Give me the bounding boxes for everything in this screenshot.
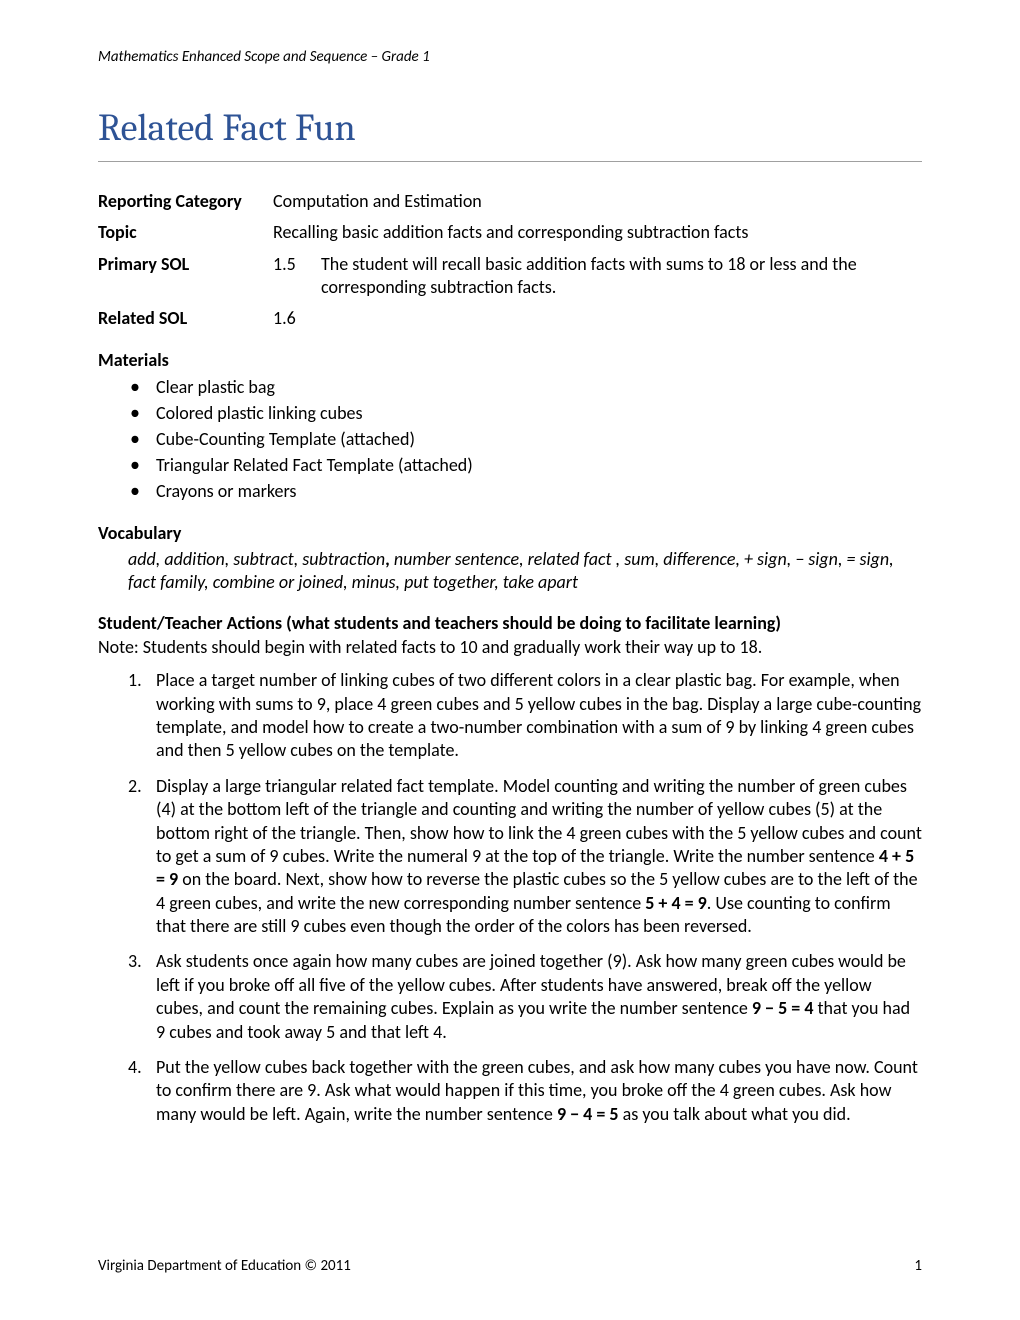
vocabulary-heading: Vocabulary: [98, 522, 922, 545]
footer-left: Virginia Department of Education © 2011: [98, 1257, 351, 1277]
info-label: Topic: [98, 221, 273, 244]
bold-equation: 5 + 4 = 9: [645, 892, 707, 914]
info-row-primary-sol: Primary SOL 1.5 The student will recall …: [98, 253, 922, 300]
page-title: Related Fact Fun: [98, 104, 922, 162]
list-item: Display a large triangular related fact …: [156, 775, 922, 939]
actions-heading: Student/Teacher Actions (what students a…: [98, 612, 922, 635]
info-row-reporting: Reporting Category Computation and Estim…: [98, 190, 922, 213]
list-item: Triangular Related Fact Template (attach…: [156, 452, 922, 478]
list-item: Ask students once again how many cubes a…: [156, 950, 922, 1044]
info-block: Reporting Category Computation and Estim…: [98, 190, 922, 331]
list-item: Place a target number of linking cubes o…: [156, 669, 922, 763]
info-label: Primary SOL: [98, 253, 273, 276]
info-value: Computation and Estimation: [273, 190, 922, 213]
list-item: Crayons or markers: [156, 478, 922, 504]
footer-page-number: 1: [914, 1257, 922, 1277]
info-row-topic: Topic Recalling basic addition facts and…: [98, 221, 922, 244]
materials-list: Clear plastic bag Colored plastic linkin…: [98, 374, 922, 504]
sol-number: 1.5: [273, 253, 321, 276]
info-row-related-sol: Related SOL 1.6: [98, 307, 922, 330]
document-header: Mathematics Enhanced Scope and Sequence …: [98, 48, 922, 68]
vocab-part1: add, addition, subtract, subtraction: [128, 548, 385, 570]
actions-note: Note: Students should begin with related…: [98, 636, 922, 659]
info-value: Recalling basic addition facts and corre…: [273, 221, 922, 244]
list-item: Colored plastic linking cubes: [156, 400, 922, 426]
materials-heading: Materials: [98, 349, 922, 372]
list-item: Clear plastic bag: [156, 374, 922, 400]
info-label: Related SOL: [98, 307, 273, 330]
vocabulary-block: Vocabulary add, addition, subtract, subt…: [98, 522, 922, 594]
page-footer: Virginia Department of Education © 2011 …: [98, 1257, 922, 1277]
sol-text: The student will recall basic addition f…: [321, 253, 922, 300]
vocabulary-text: add, addition, subtract, subtraction, nu…: [98, 548, 922, 595]
info-value: 1.5 The student will recall basic additi…: [273, 253, 922, 300]
list-item: Put the yellow cubes back together with …: [156, 1056, 922, 1126]
actions-list: Place a target number of linking cubes o…: [98, 669, 922, 1126]
info-value: 1.6: [273, 307, 922, 330]
info-label: Reporting Category: [98, 190, 273, 213]
vocab-comma: ,: [385, 548, 394, 570]
text-part: as you talk about what you did.: [619, 1103, 851, 1125]
bold-equation: 9 − 4 = 5: [557, 1103, 619, 1125]
bold-equation: 9 − 5 = 4: [752, 997, 814, 1019]
list-item: Cube-Counting Template (attached): [156, 426, 922, 452]
text-part: Display a large triangular related fact …: [156, 775, 922, 867]
